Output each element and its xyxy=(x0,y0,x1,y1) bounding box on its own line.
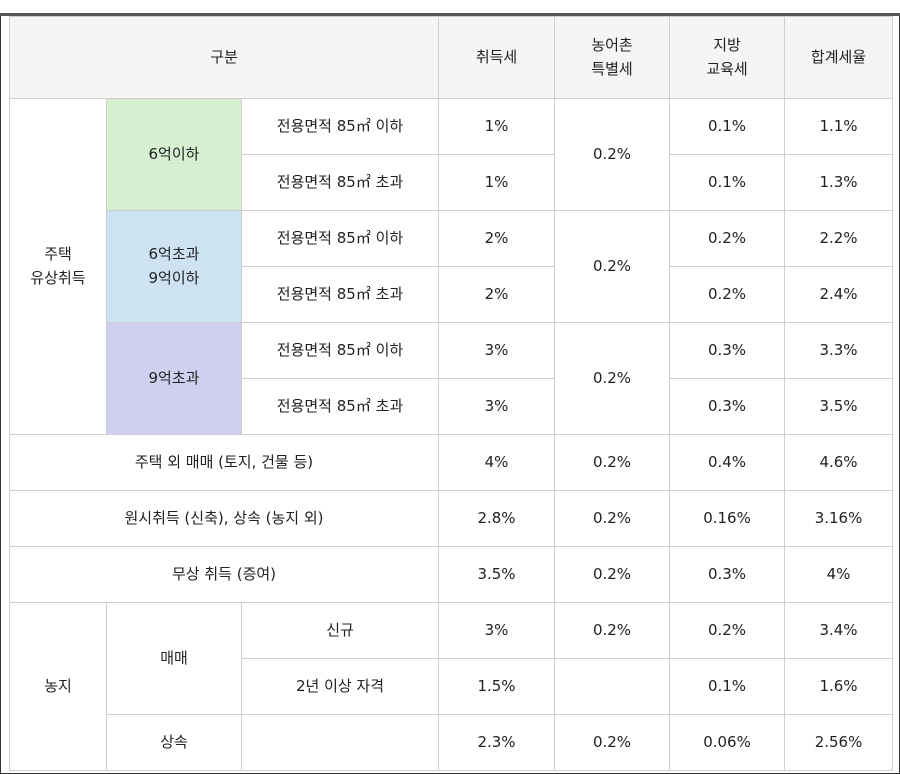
table-row: 9억초과 전용면적 85㎡ 이하 3% 0.2% 0.3% 3.3% xyxy=(10,322,894,435)
header-education-tax-line2: 교육세 xyxy=(706,59,748,78)
total-rate: 4.6% xyxy=(784,434,894,491)
acquisition-rate: 3% xyxy=(438,322,556,379)
header-education-tax-line1: 지방 xyxy=(713,36,741,55)
total-rate: 1.3% xyxy=(784,154,894,211)
rural-rate: 0.2% xyxy=(554,714,671,771)
header-rural-tax-line2: 특별세 xyxy=(591,59,633,78)
total-rate: 1.6% xyxy=(784,658,894,715)
header-acquisition-tax: 취득세 xyxy=(438,16,556,99)
table-row: 2년 이상 자격 1.5% 0.1% 1.6% xyxy=(10,658,894,715)
education-rate: 0.2% xyxy=(669,210,786,267)
acquisition-rate: 2.3% xyxy=(438,714,556,771)
row-label: 원시취득 (신축), 상속 (농지 외) xyxy=(8,490,440,547)
acquisition-rate: 3% xyxy=(438,378,556,435)
tier-2-label-line2: 9억이하 xyxy=(148,268,200,287)
rural-rate: 0.2% xyxy=(554,322,671,435)
area-cell: 전용면적 85㎡ 초과 xyxy=(240,378,440,435)
total-rate: 2.2% xyxy=(784,210,894,267)
total-rate: 2.56% xyxy=(784,714,894,771)
rural-rate: 0.2% xyxy=(554,210,671,323)
farmland-sale-cell: 매매 xyxy=(106,602,242,715)
header-rural-tax: 농어촌 특별세 xyxy=(554,16,671,99)
housing-label-line1: 주택 xyxy=(44,245,72,264)
total-rate: 3.16% xyxy=(784,490,894,547)
acquisition-tax-table: 구분 취득세 농어촌 특별세 지방 교육세 합계세율 주택 유상취득 6억이하 … xyxy=(8,16,894,771)
farmland-category-cell: 농지 xyxy=(9,602,107,771)
education-rate: 0.1% xyxy=(669,154,786,211)
farmland-inherit-cell: 상속 xyxy=(106,714,242,771)
education-rate: 0.3% xyxy=(669,378,786,435)
sub-label xyxy=(240,714,440,771)
price-tier-2: 6억초과 9억이하 xyxy=(106,210,242,323)
rural-rate: 0.2% xyxy=(554,546,671,603)
education-rate: 0.2% xyxy=(669,602,786,659)
tier-1-label: 6억이하 xyxy=(148,144,200,163)
header-row: 구분 취득세 농어촌 특별세 지방 교육세 합계세율 xyxy=(8,16,894,99)
sub-label: 2년 이상 자격 xyxy=(240,658,440,715)
acquisition-rate: 1% xyxy=(438,154,556,211)
table-row: 주택 유상취득 6억이하 전용면적 85㎡ 이하 1% 0.2% 0.1% 1.… xyxy=(9,98,894,435)
row-label: 무상 취득 (증여) xyxy=(8,546,440,603)
table-row: 주택 외 매매 (토지, 건물 등) 4% 0.2% 0.4% 4.6% xyxy=(8,434,894,491)
acquisition-rate: 2% xyxy=(438,210,556,267)
table-row: 6억초과 9억이하 전용면적 85㎡ 이하 2% 0.2% 0.2% 2.2% xyxy=(10,210,894,323)
price-tier-1: 6억이하 xyxy=(106,98,242,211)
total-rate: 3.5% xyxy=(784,378,894,435)
education-rate: 0.16% xyxy=(669,490,786,547)
header-total-rate: 합계세율 xyxy=(784,16,894,99)
tier-2-label-line1: 6억초과 xyxy=(148,245,200,264)
education-rate: 0.3% xyxy=(669,546,786,603)
area-cell: 전용면적 85㎡ 이하 xyxy=(240,322,440,379)
table-row: 무상 취득 (증여) 3.5% 0.2% 0.3% 4% xyxy=(8,546,894,603)
acquisition-rate: 2.8% xyxy=(438,490,556,547)
acquisition-rate: 3.5% xyxy=(438,546,556,603)
area-cell: 전용면적 85㎡ 초과 xyxy=(240,266,440,323)
acquisition-rate: 4% xyxy=(438,434,556,491)
row-label: 주택 외 매매 (토지, 건물 등) xyxy=(8,434,440,491)
education-rate: 0.1% xyxy=(669,98,786,155)
acquisition-rate: 3% xyxy=(438,602,556,659)
total-rate: 1.1% xyxy=(784,98,894,155)
housing-category-cell: 주택 유상취득 xyxy=(9,98,107,435)
header-rural-tax-line1: 농어촌 xyxy=(591,36,633,55)
price-tier-3: 9억초과 xyxy=(106,322,242,435)
education-rate: 0.1% xyxy=(669,658,786,715)
area-cell: 전용면적 85㎡ 이하 xyxy=(240,98,440,155)
acquisition-rate: 2% xyxy=(438,266,556,323)
top-border xyxy=(0,0,900,16)
total-rate: 3.3% xyxy=(784,322,894,379)
rural-rate: 0.2% xyxy=(554,490,671,547)
sub-label: 신규 xyxy=(240,602,440,659)
education-rate: 0.2% xyxy=(669,266,786,323)
education-rate: 0.3% xyxy=(669,322,786,379)
total-rate: 3.4% xyxy=(784,602,894,659)
table-row: 상속 2.3% 0.2% 0.06% 2.56% xyxy=(10,714,894,771)
rural-rate: 0.2% xyxy=(554,98,671,211)
header-category: 구분 xyxy=(8,16,440,99)
area-cell: 전용면적 85㎡ 초과 xyxy=(240,154,440,211)
education-rate: 0.4% xyxy=(669,434,786,491)
rural-rate: 0.2% xyxy=(554,602,671,659)
table-row: 원시취득 (신축), 상속 (농지 외) 2.8% 0.2% 0.16% 3.1… xyxy=(8,490,894,547)
total-rate: 2.4% xyxy=(784,266,894,323)
total-rate: 4% xyxy=(784,546,894,603)
housing-label-line2: 유상취득 xyxy=(30,268,86,287)
header-education-tax: 지방 교육세 xyxy=(669,16,786,99)
acquisition-rate: 1.5% xyxy=(438,658,556,715)
tier-3-label: 9억초과 xyxy=(148,368,200,387)
rural-rate xyxy=(554,658,671,715)
acquisition-rate: 1% xyxy=(438,98,556,155)
education-rate: 0.06% xyxy=(669,714,786,771)
rural-rate: 0.2% xyxy=(554,434,671,491)
area-cell: 전용면적 85㎡ 이하 xyxy=(240,210,440,267)
table-row: 농지 매매 신규 3% 0.2% 0.2% 3.4% xyxy=(9,602,894,771)
table-row: 전용면적 85㎡ 초과 3% 0.3% 3.5% xyxy=(10,378,894,435)
